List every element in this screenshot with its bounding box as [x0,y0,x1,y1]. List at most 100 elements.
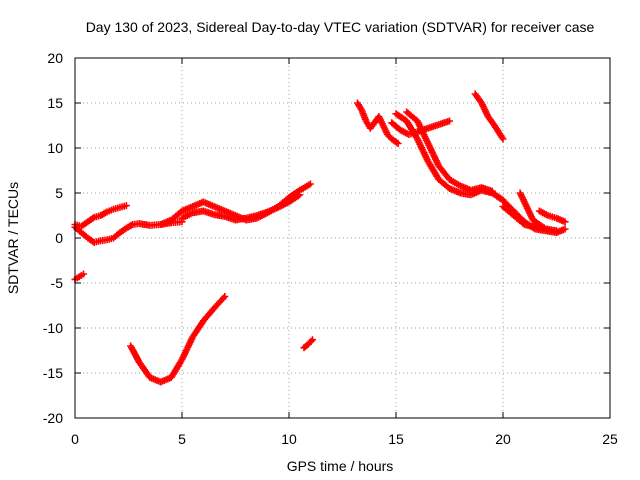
data-point-run [118,202,128,211]
data-point-run [425,141,442,168]
data-point-run [118,225,129,235]
y-axis-label: SDTVAR / TECUs [5,182,21,294]
data-point-run [501,204,516,218]
series-track-h [353,99,402,147]
data-point-run [389,136,401,146]
data-point-run [79,219,90,229]
data-point-run [404,109,420,124]
data-point-run [124,221,135,231]
data-point [499,135,507,143]
data-point-run [201,306,217,323]
y-tick-label: -5 [51,275,64,291]
data-point-run [490,190,505,203]
data-point [446,117,453,125]
data-point-run [190,318,206,339]
data-point-run [169,208,184,223]
y-tick-label: -15 [43,365,63,381]
data-point-run [85,214,97,225]
data-point-run [546,212,558,222]
data-point-run [136,360,153,380]
x-tick-label: 25 [602,431,618,447]
data-point-run [492,123,506,141]
data-point-run [398,127,411,138]
data-point-run [517,191,530,209]
series-track-l [471,90,507,143]
data-point [221,293,229,300]
data-point [561,225,569,233]
series-track-o [516,189,550,233]
y-tick-label: 10 [47,140,63,156]
data-point-run [472,92,485,105]
data-point-run [73,225,84,235]
chart-title: Day 130 of 2023, Sidereal Day-to-day VTE… [86,19,595,35]
data-point-run [414,119,431,146]
data-point-run [436,164,452,182]
data-point-run [112,204,122,213]
series-track-n [499,203,560,235]
data-point-run [531,217,542,227]
data-point-run [407,128,419,138]
y-tick-label: 5 [55,185,63,201]
data-point [296,191,304,199]
series-track-g [300,336,317,352]
series-track-d [178,191,304,224]
data-point-run [394,111,409,124]
data-point-run [414,137,431,164]
data-point-run [380,123,391,137]
data-point-run [372,114,382,125]
data-layer [71,90,569,386]
data-point-run [92,212,103,221]
data-point-run [179,335,196,362]
data-point-run [301,341,311,351]
data-point-run [287,192,302,205]
data-point-run [385,132,394,141]
x-tick-label: 10 [281,431,297,447]
data-point [309,336,317,344]
data-point-run [447,177,462,189]
x-tick-labels: 0 5 10 15 20 25 [71,431,618,447]
data-point-run [306,337,315,347]
data-point-run [85,235,97,245]
data-point-run [287,187,302,200]
data-point-run [168,357,185,380]
data-point [394,140,402,147]
data-point-run [111,230,122,241]
data-point-run [297,181,313,193]
y-tick-label: -20 [43,410,63,426]
data-point-run [376,114,386,128]
data-point [542,225,550,233]
y-tick-labels: -20 -15 -10 -5 0 5 10 15 20 [43,50,63,426]
data-point-run [511,213,527,227]
data-point-run [276,199,291,210]
axis-ticks [74,57,611,419]
x-tick-label: 20 [495,431,511,447]
data-point-run [79,230,90,241]
data-point [306,180,314,188]
x-tick-label: 15 [388,431,404,447]
data-point-run [98,209,109,219]
data-point-run [105,206,115,215]
data-point [80,270,88,278]
series-track-f [127,293,229,386]
x-tick-label: 5 [178,431,186,447]
data-point-run [180,210,195,221]
data-point-run [355,101,365,112]
y-tick-label: -10 [43,320,63,336]
y-tick-label: 15 [47,95,63,111]
data-point [122,202,130,210]
data-point-run [92,237,103,246]
data-point-run [523,204,536,222]
data-point-run [363,119,373,130]
y-tick-label: 0 [55,230,63,246]
data-point-run [537,222,548,232]
data-point-run [131,220,141,228]
data-point-run [485,114,497,128]
data-point-run [368,121,377,130]
data-point [561,218,569,226]
data-point-run [436,177,452,191]
y-tick-label: 20 [47,50,63,66]
data-point-run [500,198,516,214]
x-axis-label: GPS time / hours [287,458,394,474]
data-point-run [127,344,142,365]
